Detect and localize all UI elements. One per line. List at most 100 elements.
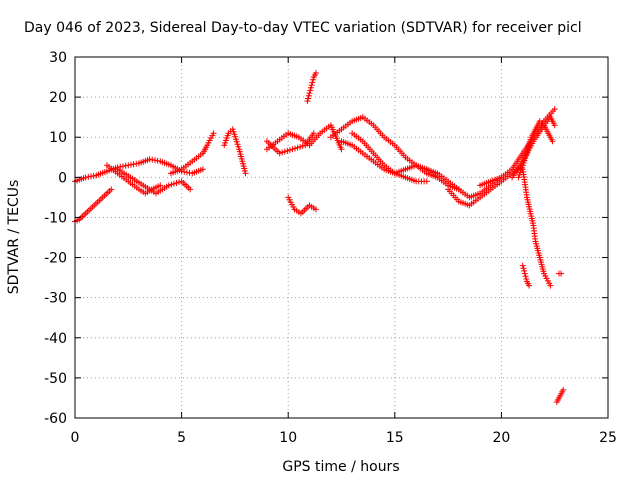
data-point (297, 143, 304, 150)
data-point (157, 182, 164, 189)
series-arc-8 (263, 130, 317, 157)
data-point (551, 122, 558, 129)
x-tick-label: 20 (492, 430, 510, 446)
x-axis-label: GPS time / hours (282, 459, 399, 475)
data-point (130, 161, 137, 168)
data-point (127, 161, 134, 168)
y-tick-label: -60 (44, 411, 67, 427)
chart-title: Day 046 of 2023, Sidereal Day-to-day VTE… (24, 20, 582, 36)
y-axis-label: SDTVAR / TECUs (6, 180, 22, 295)
data-point (176, 179, 183, 186)
y-tick-label: -30 (44, 291, 67, 307)
x-tick-label: 25 (599, 430, 617, 446)
data-point (242, 170, 249, 177)
data-point (306, 90, 313, 97)
series-arc-4 (114, 166, 194, 197)
data-point (173, 179, 180, 186)
data-point (151, 157, 158, 164)
data-point (551, 106, 558, 113)
x-tick-label: 0 (71, 430, 80, 446)
data-point (310, 76, 317, 83)
data-point (521, 267, 528, 274)
data-point (233, 138, 240, 145)
series-arc-18 (515, 118, 556, 181)
data-point (522, 273, 529, 280)
data-point (305, 92, 312, 99)
plot-frame (74, 56, 609, 419)
data-point (183, 169, 190, 176)
y-tick-label: -20 (44, 251, 67, 267)
series-arc-12 (338, 138, 430, 185)
series-arc-1 (72, 186, 115, 225)
data-point (231, 131, 238, 138)
data-point (87, 173, 94, 180)
y-tick-label: -50 (44, 371, 67, 387)
data-point (523, 275, 530, 282)
data-point (276, 150, 283, 157)
data-point (304, 98, 311, 105)
series-arc-6 (221, 126, 249, 177)
data-point (521, 270, 528, 277)
data-point (560, 386, 567, 393)
data-point (199, 166, 206, 173)
data-point (549, 138, 556, 145)
data-point (229, 126, 236, 133)
data-point (146, 156, 153, 163)
data-point (281, 148, 288, 155)
data-point (232, 136, 239, 143)
data-point (210, 130, 217, 137)
data-point (307, 84, 314, 91)
data-point (312, 206, 319, 213)
data-point (170, 180, 177, 187)
data-point (165, 182, 172, 189)
data-point (312, 70, 319, 77)
data-point (309, 79, 316, 86)
data-point (307, 87, 314, 94)
data-point (279, 149, 286, 156)
y-tick-label: 20 (49, 90, 67, 106)
data-point (520, 265, 527, 272)
y-tick-label: 0 (58, 170, 67, 186)
data-point (149, 156, 156, 163)
series-arc-19 (519, 166, 554, 289)
data-point (547, 282, 554, 289)
data-point (108, 186, 115, 193)
data-point (119, 163, 126, 170)
series-arc-7 (263, 122, 345, 153)
data-point (82, 174, 89, 181)
data-point (168, 181, 175, 188)
x-tick-label: 15 (386, 430, 404, 446)
series-arc-5 (167, 130, 217, 177)
data-point (289, 146, 296, 153)
x-tick-label: 10 (279, 430, 297, 446)
y-tick-label: 10 (49, 130, 67, 146)
series-arc-21 (555, 270, 565, 277)
data-point (519, 262, 526, 269)
data-point (235, 143, 242, 150)
data-marks (72, 70, 567, 405)
data-point (125, 162, 132, 169)
data-point (299, 143, 306, 150)
series-arc-10 (304, 70, 319, 105)
data-point (154, 157, 161, 164)
grid (75, 57, 608, 418)
series-arc-16 (477, 106, 558, 189)
data-point (284, 147, 291, 154)
data-point (234, 141, 241, 148)
series-arc-13 (349, 130, 441, 181)
series-arc-14 (423, 166, 505, 201)
data-point (286, 147, 293, 154)
data-point (338, 146, 345, 153)
data-point (122, 162, 129, 169)
data-point (230, 128, 237, 135)
series-arc-9 (285, 194, 319, 217)
data-point (423, 178, 430, 185)
data-point (292, 145, 299, 152)
x-tick-label: 5 (177, 430, 186, 446)
data-point (526, 282, 533, 289)
data-point (90, 172, 97, 179)
data-point (232, 133, 239, 140)
series-arc-22 (553, 386, 567, 405)
data-point (181, 168, 188, 175)
